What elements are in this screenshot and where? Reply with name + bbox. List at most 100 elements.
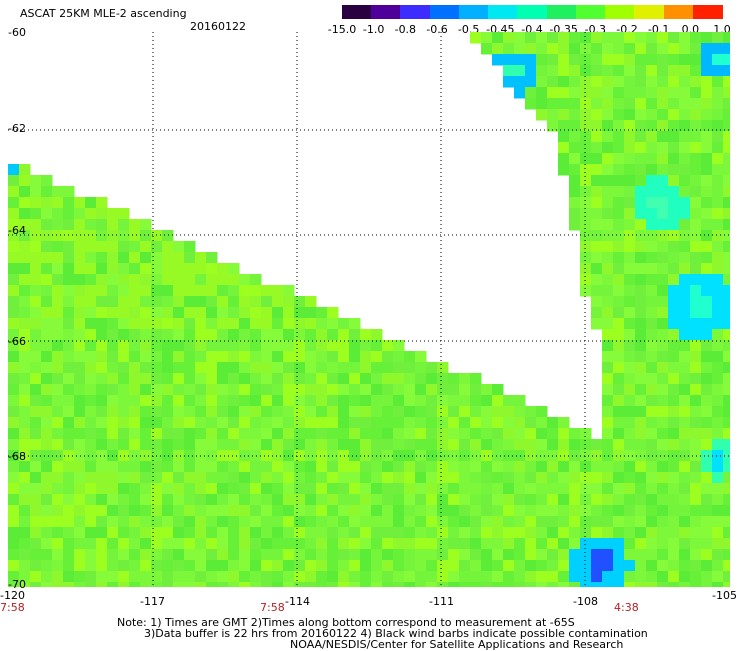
data-cell	[52, 285, 64, 297]
data-cell	[107, 428, 119, 440]
data-cell	[129, 406, 141, 418]
data-cell	[602, 98, 614, 110]
data-cell	[624, 274, 636, 286]
data-cell	[63, 483, 75, 495]
data-cell	[272, 472, 284, 484]
data-cell	[195, 373, 207, 385]
data-cell	[272, 549, 284, 561]
data-cell	[206, 296, 218, 308]
data-cell	[393, 417, 405, 429]
data-cell	[272, 461, 284, 473]
data-cell	[613, 362, 625, 374]
data-cell	[206, 494, 218, 506]
data-cell	[19, 252, 31, 264]
data-cell	[129, 395, 141, 407]
data-cell	[129, 241, 141, 253]
data-cell	[514, 428, 526, 440]
data-cell	[591, 571, 603, 583]
data-cell	[624, 65, 636, 77]
data-cell	[657, 120, 669, 132]
data-cell	[679, 208, 691, 220]
data-cell	[657, 340, 669, 352]
data-cell	[712, 527, 724, 539]
data-cell	[613, 263, 625, 275]
colorbar-label: -15.0	[327, 23, 357, 36]
data-cell	[327, 494, 339, 506]
data-cell	[63, 340, 75, 352]
data-cell	[19, 439, 31, 451]
data-cell	[569, 76, 581, 88]
data-cell	[690, 65, 702, 77]
data-cell	[404, 406, 416, 418]
data-cell	[360, 483, 372, 495]
data-cell	[195, 582, 207, 587]
data-cell	[624, 186, 636, 198]
data-cell	[459, 582, 471, 587]
data-cell	[173, 494, 185, 506]
data-cell	[85, 527, 97, 539]
data-cell	[591, 219, 603, 231]
data-cell	[140, 450, 152, 462]
data-cell	[30, 384, 42, 396]
data-cell	[393, 340, 405, 352]
data-cell	[129, 274, 141, 286]
data-cell	[646, 43, 658, 55]
data-cell	[30, 527, 42, 539]
data-cell	[470, 505, 482, 517]
data-cell	[294, 417, 306, 429]
data-cell	[635, 208, 647, 220]
data-cell	[723, 65, 730, 77]
data-cell	[514, 505, 526, 517]
data-cell	[657, 362, 669, 374]
data-cell	[19, 274, 31, 286]
data-cell	[536, 571, 548, 583]
data-cell	[569, 450, 581, 462]
data-cell	[8, 318, 20, 330]
data-cell	[613, 483, 625, 495]
data-cell	[723, 516, 730, 528]
data-cell	[646, 109, 658, 121]
data-cell	[140, 439, 152, 451]
data-cell	[492, 406, 504, 418]
data-cell	[316, 340, 328, 352]
data-cell	[668, 120, 680, 132]
data-cell	[250, 274, 262, 286]
data-cell	[646, 98, 658, 110]
data-cell	[382, 417, 394, 429]
data-cell	[30, 516, 42, 528]
data-cell	[602, 461, 614, 473]
data-cell	[602, 76, 614, 88]
data-cell	[481, 461, 493, 473]
data-cell	[173, 417, 185, 429]
data-cell	[591, 483, 603, 495]
data-cell	[173, 307, 185, 319]
data-cell	[129, 296, 141, 308]
data-cell	[481, 494, 493, 506]
data-cell	[569, 527, 581, 539]
data-cell	[591, 494, 603, 506]
data-cell	[349, 428, 361, 440]
data-cell	[250, 340, 262, 352]
data-cell	[129, 527, 141, 539]
data-cell	[327, 384, 339, 396]
data-cell	[481, 560, 493, 572]
data-cell	[239, 274, 251, 286]
data-cell	[217, 461, 229, 473]
data-cell	[184, 373, 196, 385]
colorbar-label: -1.0	[362, 23, 385, 36]
data-cell	[272, 318, 284, 330]
data-cell	[690, 362, 702, 374]
data-cell	[723, 329, 730, 341]
data-cell	[624, 582, 636, 587]
data-cell	[63, 263, 75, 275]
data-cell	[96, 197, 108, 209]
data-cell	[470, 417, 482, 429]
data-cell	[690, 296, 702, 308]
data-cell	[85, 549, 97, 561]
data-cell	[283, 582, 295, 587]
data-cell	[701, 65, 713, 77]
colorbar-swatch	[488, 5, 518, 19]
data-cell	[624, 494, 636, 506]
data-cell	[492, 428, 504, 440]
data-cell	[492, 483, 504, 495]
